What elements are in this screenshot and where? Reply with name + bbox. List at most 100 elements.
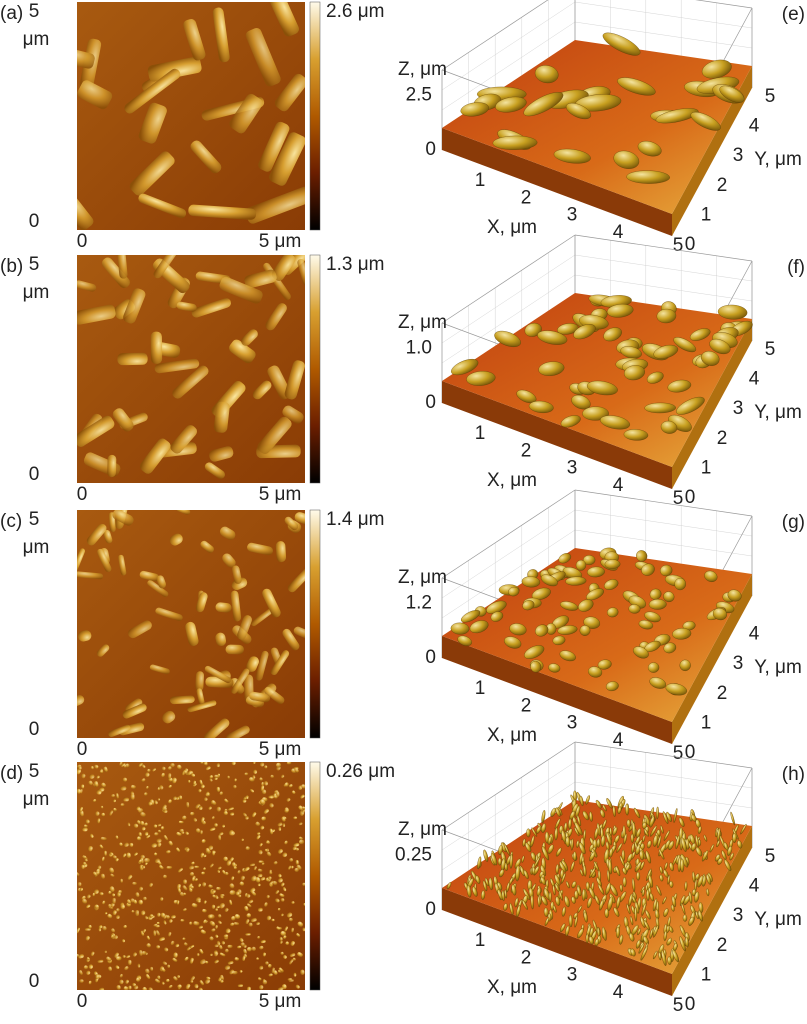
grain <box>649 928 654 939</box>
grain <box>257 977 262 981</box>
grain <box>226 725 250 738</box>
grain <box>95 974 100 979</box>
grain <box>268 795 274 799</box>
grain <box>77 766 82 770</box>
grain <box>200 540 214 553</box>
grain <box>147 768 151 773</box>
grain <box>290 927 294 933</box>
grain <box>716 840 720 848</box>
grain <box>582 810 589 821</box>
grain <box>265 840 269 844</box>
grain <box>92 799 97 803</box>
grain <box>137 963 141 968</box>
y-tick-label: 5 <box>765 846 776 867</box>
grain <box>557 625 578 635</box>
grain <box>168 919 173 923</box>
y-tick-label: 0 <box>685 487 696 508</box>
grain <box>653 344 679 359</box>
x-tick-label: 2 <box>521 440 532 461</box>
grain <box>106 956 112 962</box>
grain <box>183 18 206 61</box>
grain <box>278 873 282 878</box>
grain <box>504 636 522 649</box>
grain <box>234 957 239 961</box>
grain <box>560 415 581 428</box>
grain <box>285 941 290 946</box>
grain <box>154 832 159 836</box>
grain <box>623 833 628 845</box>
x-right-label: 5 μm <box>259 991 302 1012</box>
grain <box>144 858 151 863</box>
surface <box>442 800 752 974</box>
grain <box>163 874 168 879</box>
z-tick-label: 0.25 <box>395 845 432 866</box>
grain <box>587 566 605 578</box>
grain <box>241 329 258 346</box>
grain <box>148 987 153 990</box>
grain <box>279 893 285 898</box>
grain <box>123 288 146 324</box>
grain <box>115 793 119 799</box>
grain <box>159 936 165 942</box>
grain <box>537 896 541 908</box>
z-tick-label: 0 <box>425 899 436 920</box>
grain <box>555 807 561 817</box>
grain <box>93 781 99 787</box>
grain <box>118 890 123 894</box>
grain <box>275 541 287 563</box>
x-tick-label: 1 <box>475 423 486 444</box>
grain <box>247 542 273 556</box>
grain <box>570 838 574 851</box>
grain <box>289 952 296 957</box>
grain <box>265 961 269 965</box>
grain <box>652 925 659 938</box>
grain <box>680 858 685 873</box>
grain <box>138 886 143 891</box>
grain <box>237 984 244 987</box>
grain <box>460 102 489 117</box>
grain <box>633 646 649 659</box>
grain <box>84 858 88 862</box>
grain <box>291 901 295 905</box>
grain <box>522 600 535 611</box>
grain <box>224 798 229 803</box>
grain <box>612 826 618 836</box>
grain <box>245 816 249 820</box>
grain <box>231 565 242 584</box>
grain <box>302 806 305 810</box>
grain <box>277 877 283 883</box>
grain <box>293 842 300 847</box>
grain <box>252 774 256 779</box>
grain <box>234 778 237 782</box>
grain <box>645 850 651 864</box>
grain <box>293 816 298 820</box>
z-tick-label: 0 <box>425 139 436 160</box>
grain <box>181 815 187 820</box>
colorbar <box>309 1 321 231</box>
grain <box>77 80 113 110</box>
grain <box>302 927 305 932</box>
grain <box>209 775 214 779</box>
grain <box>245 893 248 898</box>
grain <box>269 2 299 37</box>
grain <box>508 586 520 597</box>
grain <box>294 512 305 525</box>
grain <box>255 821 261 827</box>
grain <box>577 905 583 913</box>
grain <box>211 850 215 856</box>
grain <box>112 897 116 904</box>
grain <box>157 842 162 847</box>
grain <box>124 68 181 114</box>
grain <box>120 762 126 767</box>
grain <box>588 887 596 900</box>
x-tick-label: 2 <box>521 695 532 716</box>
grain <box>522 899 528 910</box>
grain <box>112 510 134 526</box>
x-tick-label: 2 <box>521 947 532 968</box>
grain <box>101 782 106 788</box>
grain <box>199 948 204 955</box>
grain <box>128 620 152 639</box>
grain <box>284 840 288 845</box>
grain <box>172 365 209 399</box>
grain <box>145 834 151 839</box>
